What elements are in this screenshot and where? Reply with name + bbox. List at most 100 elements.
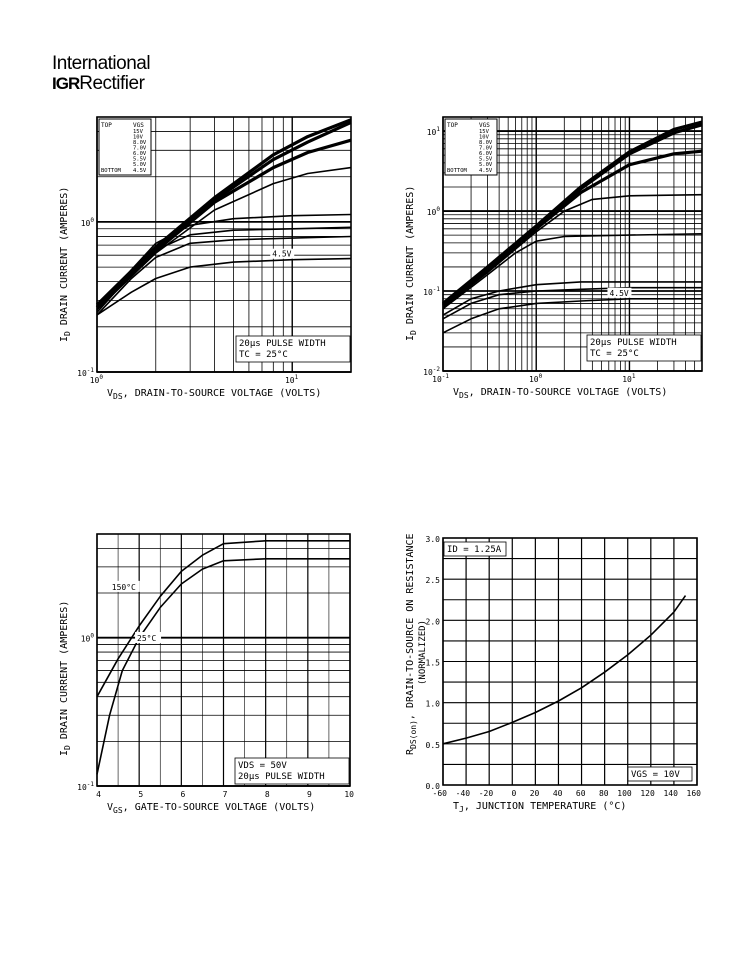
y-tick-label: 10-1 xyxy=(77,367,94,378)
series-line xyxy=(96,257,352,316)
x-tick-label: 9 xyxy=(307,790,312,799)
legend-row: 10V xyxy=(133,135,144,141)
y-tick-label: 1.0 xyxy=(426,700,441,709)
plot-grid xyxy=(442,537,698,786)
company-logo: International IGRRectifier xyxy=(52,53,151,94)
x-tick-label: 60 xyxy=(576,789,586,798)
curve-label-45v: 4.5V xyxy=(272,250,291,259)
x-tick-label: 100 xyxy=(90,374,104,385)
x-tick-label: 140 xyxy=(663,789,678,798)
x-tick-label: 160 xyxy=(687,789,702,798)
legend-bottom: BOTTOM xyxy=(101,168,122,174)
note-line-2: TC = 25°C xyxy=(239,350,288,360)
x-tick-label: 20 xyxy=(530,789,540,798)
series-line xyxy=(96,213,352,311)
plot-frame xyxy=(442,116,703,372)
note-box xyxy=(235,335,351,363)
chart-c4: -60 -40 -20 0 20 40 60 80 100 120 140 160 0.0 0.5 1.0 1… xyxy=(405,533,701,814)
series-line xyxy=(96,235,352,316)
y-tick-label: 0.0 xyxy=(426,782,441,791)
y-tick-label: 2.0 xyxy=(426,617,441,626)
legend-row: 5.5V xyxy=(479,157,493,163)
legend-row: 10V xyxy=(479,135,490,141)
legend-bottom-v: 4.5V xyxy=(479,168,493,174)
y-tick-label: 3.0 xyxy=(426,535,441,544)
series-line xyxy=(96,226,352,313)
series-line xyxy=(442,595,687,745)
x-tick-label: 5 xyxy=(138,790,143,799)
x-tick-label: -60 xyxy=(433,789,448,798)
legend-bottom-v: 4.5V xyxy=(133,168,147,174)
logo-international: International xyxy=(52,53,151,74)
plot-frame xyxy=(442,537,698,786)
x-tick-label: 100 xyxy=(617,789,632,798)
note-line-2: 20μs PULSE WIDTH xyxy=(238,772,325,782)
series-line xyxy=(96,166,352,311)
logo-rectifier: Rectifier xyxy=(79,73,145,94)
temp-label-bg xyxy=(135,631,162,643)
series-line xyxy=(442,281,702,316)
plot-grid xyxy=(96,533,351,787)
note-box-2 xyxy=(627,766,693,782)
legend-row: 5.0V xyxy=(479,162,493,168)
legend-row: 8.0V xyxy=(133,140,147,146)
note-line-2: VGS = 10V xyxy=(631,770,680,780)
note-line-1: 20μs PULSE WIDTH xyxy=(239,339,326,349)
y-tick-label: 100 xyxy=(81,217,95,228)
y-tick-label: 10-2 xyxy=(423,366,440,377)
curve-label-bg xyxy=(270,248,295,259)
y-tick-label: 10-1 xyxy=(423,286,440,297)
y-tick-label: 1.5 xyxy=(426,659,441,668)
x-tick-label: -40 xyxy=(456,789,471,798)
label-25c: 25°C xyxy=(137,634,156,643)
note-box xyxy=(443,541,507,557)
legend-row: 8.0V xyxy=(479,140,493,146)
note-box xyxy=(234,757,350,785)
x-tick-label: 40 xyxy=(553,789,563,798)
x-tick-label: 101 xyxy=(285,374,299,385)
legend-row: 7.0V xyxy=(133,146,147,152)
y-tick-label: 10-1 xyxy=(77,781,94,792)
y-axis-label: RDS(on), DRAIN-TO-SOURCE ON RESISTANCE xyxy=(405,533,418,755)
y-tick-label: 0.5 xyxy=(426,741,441,750)
series-line xyxy=(96,558,350,775)
series-line xyxy=(442,193,703,309)
legend-bottom: BOTTOM xyxy=(447,168,468,174)
series-line xyxy=(96,540,350,698)
x-axis-label: TJ, JUNCTION TEMPERATURE (°C) xyxy=(453,801,626,814)
series-line xyxy=(442,149,703,308)
x-tick-label: 120 xyxy=(640,789,655,798)
legend-row: 6.0V xyxy=(133,151,147,157)
x-axis-label: VDS, DRAIN-TO-SOURCE VOLTAGE (VOLTS) xyxy=(453,387,667,400)
x-tick-label: 100 xyxy=(529,373,543,384)
series-line xyxy=(442,286,702,320)
legend-row: 5.5V xyxy=(133,157,147,163)
label-150c: 150°C xyxy=(112,583,136,592)
y-axis-label: ID DRAIN CURRENT (AMPERES) xyxy=(405,186,418,341)
y-tick-label: 100 xyxy=(427,206,441,217)
note-line-1: VDS = 50V xyxy=(238,761,287,771)
curve-label-45v: 4.5V xyxy=(609,289,628,298)
x-tick-label: 6 xyxy=(181,790,186,799)
plot-frame xyxy=(96,533,351,787)
legend-row: 5.0V xyxy=(133,162,147,168)
x-tick-label: 7 xyxy=(223,790,228,799)
curve-label-bg xyxy=(607,287,632,298)
note-line-1: 20μs PULSE WIDTH xyxy=(590,338,677,348)
x-axis-label: VGS, GATE-TO-SOURCE VOLTAGE (VOLTS) xyxy=(107,802,315,815)
temp-label-bg xyxy=(109,580,140,592)
legend-row: 6.0V xyxy=(479,151,493,157)
note-box xyxy=(586,334,702,362)
series-line xyxy=(442,233,703,310)
logo-mark: IGR xyxy=(52,74,80,93)
x-tick-label: 101 xyxy=(622,373,636,384)
note-line-2: TC = 25°C xyxy=(590,349,639,359)
y-tick-label: 100 xyxy=(81,633,95,644)
x-tick-label: -20 xyxy=(479,789,494,798)
x-tick-label: 10 xyxy=(344,790,354,799)
